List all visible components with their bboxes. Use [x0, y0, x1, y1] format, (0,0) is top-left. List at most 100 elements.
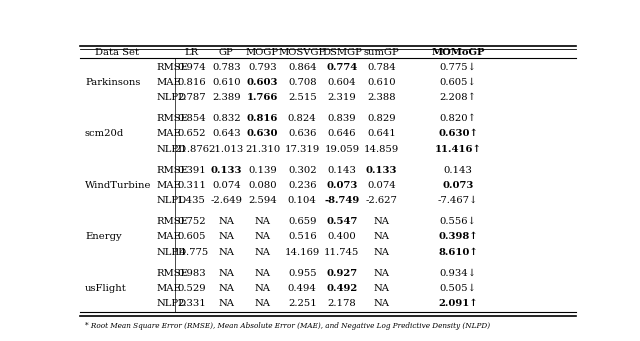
- Text: NA: NA: [374, 248, 390, 256]
- Text: 0.547: 0.547: [326, 217, 358, 226]
- Text: -2.649: -2.649: [211, 196, 243, 205]
- Text: 0.610: 0.610: [212, 78, 241, 87]
- Text: 0.646: 0.646: [328, 129, 356, 138]
- Text: 0.143: 0.143: [444, 166, 472, 175]
- Text: NLPD: NLPD: [157, 299, 187, 308]
- Text: 0.927: 0.927: [326, 268, 358, 278]
- Text: 0.080: 0.080: [248, 181, 277, 190]
- Text: 11.416↑: 11.416↑: [435, 145, 481, 153]
- Text: sumGP: sumGP: [364, 48, 399, 57]
- Text: 0.605↓: 0.605↓: [440, 78, 476, 87]
- Text: 1.766: 1.766: [247, 93, 278, 102]
- Text: 2.389: 2.389: [212, 93, 241, 102]
- Text: NA: NA: [374, 284, 390, 293]
- Text: 0.630↑: 0.630↑: [438, 129, 478, 138]
- Text: MAE: MAE: [157, 284, 182, 293]
- Text: 0.820↑: 0.820↑: [440, 114, 476, 123]
- Text: MOMoGP: MOMoGP: [431, 48, 484, 57]
- Text: NA: NA: [374, 299, 390, 308]
- Text: 2.787: 2.787: [177, 93, 206, 102]
- Text: 0.774: 0.774: [326, 63, 358, 72]
- Text: LR: LR: [184, 48, 198, 57]
- Text: 0.652: 0.652: [177, 129, 206, 138]
- Text: 0.829: 0.829: [367, 114, 396, 123]
- Text: usFlight: usFlight: [85, 284, 127, 293]
- Text: 0.708: 0.708: [288, 78, 317, 87]
- Text: NLPD: NLPD: [157, 145, 187, 153]
- Text: 19.059: 19.059: [324, 145, 360, 153]
- Text: 0.643: 0.643: [212, 129, 241, 138]
- Text: 2.331: 2.331: [177, 299, 206, 308]
- Text: 0.955: 0.955: [288, 268, 317, 278]
- Text: 0.236: 0.236: [288, 181, 316, 190]
- Text: 0.074: 0.074: [212, 181, 241, 190]
- Text: -8.749: -8.749: [324, 196, 360, 205]
- Text: 0.641: 0.641: [367, 129, 396, 138]
- Text: NA: NA: [374, 232, 390, 241]
- Text: 21.013: 21.013: [209, 145, 244, 153]
- Text: NA: NA: [255, 284, 271, 293]
- Text: 0.104: 0.104: [288, 196, 317, 205]
- Text: 0.752: 0.752: [177, 217, 206, 226]
- Text: 0.784: 0.784: [367, 63, 396, 72]
- Text: NA: NA: [255, 217, 271, 226]
- Text: 11.745: 11.745: [324, 248, 360, 256]
- Text: 0.494: 0.494: [288, 284, 317, 293]
- Text: Parkinsons: Parkinsons: [85, 78, 140, 87]
- Text: NA: NA: [374, 268, 390, 278]
- Text: 2.388: 2.388: [367, 93, 396, 102]
- Text: MAE: MAE: [157, 181, 182, 190]
- Text: NA: NA: [218, 232, 234, 241]
- Text: 8.610↑: 8.610↑: [438, 248, 478, 256]
- Text: 0.864: 0.864: [288, 63, 317, 72]
- Text: NLPD: NLPD: [157, 248, 187, 256]
- Text: 1.435: 1.435: [177, 196, 206, 205]
- Text: 21.310: 21.310: [245, 145, 280, 153]
- Text: 2.251: 2.251: [288, 299, 317, 308]
- Text: 0.516: 0.516: [288, 232, 317, 241]
- Text: 0.603: 0.603: [247, 78, 278, 87]
- Text: NLPD: NLPD: [157, 196, 187, 205]
- Text: MOGP: MOGP: [246, 48, 279, 57]
- Text: Data Set: Data Set: [95, 48, 140, 57]
- Text: MAE: MAE: [157, 78, 182, 87]
- Text: 2.178: 2.178: [328, 299, 356, 308]
- Text: 0.839: 0.839: [328, 114, 356, 123]
- Text: 0.974: 0.974: [177, 63, 206, 72]
- Text: NA: NA: [218, 284, 234, 293]
- Text: WindTurbine: WindTurbine: [85, 181, 152, 190]
- Text: NA: NA: [374, 217, 390, 226]
- Text: NA: NA: [255, 248, 271, 256]
- Text: 2.208↑: 2.208↑: [440, 93, 476, 102]
- Text: -7.467↓: -7.467↓: [438, 196, 478, 205]
- Text: MAE: MAE: [157, 232, 182, 241]
- Text: 0.143: 0.143: [328, 166, 356, 175]
- Text: scm20d: scm20d: [85, 129, 124, 138]
- Text: NA: NA: [218, 217, 234, 226]
- Text: 0.073: 0.073: [442, 181, 474, 190]
- Text: 0.793: 0.793: [248, 63, 277, 72]
- Text: 0.816: 0.816: [177, 78, 206, 87]
- Text: GP: GP: [219, 48, 234, 57]
- Text: 0.505↓: 0.505↓: [440, 284, 476, 293]
- Text: 0.832: 0.832: [212, 114, 241, 123]
- Text: 0.529: 0.529: [177, 284, 206, 293]
- Text: 0.139: 0.139: [248, 166, 277, 175]
- Text: NA: NA: [255, 232, 271, 241]
- Text: 2.594: 2.594: [248, 196, 277, 205]
- Text: 0.302: 0.302: [288, 166, 317, 175]
- Text: 0.983: 0.983: [177, 268, 206, 278]
- Text: 14.169: 14.169: [285, 248, 320, 256]
- Text: RMSE: RMSE: [157, 217, 189, 226]
- Text: NA: NA: [255, 299, 271, 308]
- Text: 0.934↓: 0.934↓: [440, 268, 477, 278]
- Text: 0.816: 0.816: [247, 114, 278, 123]
- Text: -2.627: -2.627: [365, 196, 397, 205]
- Text: RMSE: RMSE: [157, 166, 189, 175]
- Text: 2.515: 2.515: [288, 93, 317, 102]
- Text: 0.400: 0.400: [328, 232, 356, 241]
- Text: 0.824: 0.824: [288, 114, 317, 123]
- Text: NA: NA: [218, 248, 234, 256]
- Text: 14.775: 14.775: [174, 248, 209, 256]
- Text: 0.854: 0.854: [177, 114, 206, 123]
